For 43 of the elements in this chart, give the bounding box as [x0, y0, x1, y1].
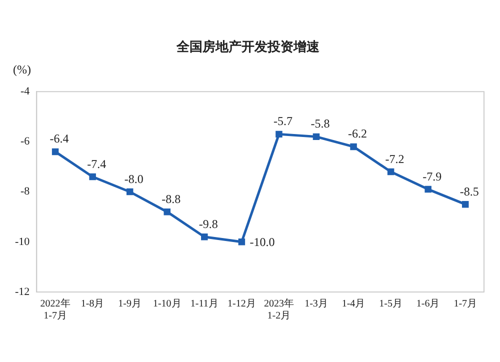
- data-label: -8.5: [460, 184, 479, 198]
- point: [387, 168, 394, 176]
- data-label: -9.8: [198, 216, 218, 231]
- x-tick-label: 1-10月: [152, 298, 182, 310]
- data-label: -5.7: [273, 114, 292, 128]
- y-tick-label: -8: [20, 186, 30, 198]
- x-tick-label: 1-3月: [304, 298, 328, 310]
- data-label: -5.8: [310, 116, 330, 131]
- point: [424, 186, 432, 193]
- x-tick-label: 1-11月: [190, 298, 218, 310]
- data-label: -6.2: [348, 126, 368, 141]
- x-tick-label: 1-4月: [342, 298, 366, 310]
- x-tick-label: 1-6月: [416, 298, 440, 310]
- y-tick-label: -10: [14, 236, 30, 248]
- point: [350, 143, 357, 150]
- x-tick-label: 1-12月: [228, 298, 256, 310]
- x-tick-label: 1-9月: [118, 298, 142, 310]
- point: [201, 234, 208, 240]
- data-label: -7.2: [385, 152, 404, 166]
- y-tick-label: -12: [14, 286, 30, 298]
- data-label: -8.8: [162, 192, 181, 206]
- x-tick-label: 2022年 1-7月: [40, 298, 70, 322]
- data-label: -10.0: [250, 234, 275, 249]
- point: [126, 188, 134, 196]
- data-label: -6.4: [50, 132, 69, 146]
- x-tick-label: 1-8月: [80, 298, 104, 310]
- chart-title: 全国房地产开发投资增速: [176, 39, 320, 54]
- x-tick-label: 1-7月: [454, 298, 478, 310]
- point: [238, 238, 246, 246]
- point: [276, 130, 282, 138]
- point: [312, 133, 320, 140]
- data-label: -7.4: [87, 156, 106, 171]
- y-tick-label: -4: [20, 85, 30, 98]
- x-tick-label: 1-5月: [379, 298, 402, 310]
- point: [164, 208, 171, 216]
- data-label: -8.0: [124, 172, 144, 186]
- point: [52, 148, 59, 156]
- point: [462, 200, 469, 208]
- data-label: -7.9: [422, 169, 442, 184]
- y-tick-label: -6: [20, 136, 30, 148]
- y-axis-title: (%): [13, 62, 31, 77]
- x-tick-label: 2023年 1-2月: [264, 298, 294, 322]
- point: [89, 173, 96, 180]
